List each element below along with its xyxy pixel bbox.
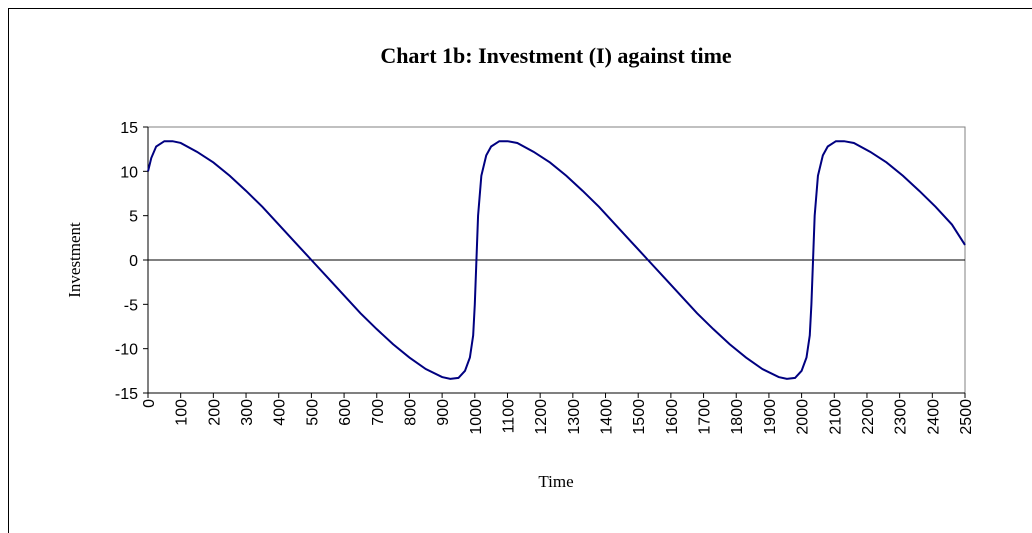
x-tick-label: 800 <box>402 399 419 426</box>
y-axis-label: Investment <box>65 222 84 298</box>
x-tick-label: 1700 <box>697 399 714 435</box>
x-tick-label: 700 <box>370 399 387 426</box>
x-tick-label: 2000 <box>795 399 812 435</box>
data-line <box>147 140 966 380</box>
y-tick-label: -5 <box>124 297 138 314</box>
x-tick-label: 1600 <box>664 399 681 435</box>
y-tick-label: -10 <box>115 342 138 359</box>
x-tick-label: 900 <box>435 399 452 426</box>
y-tick-label: 5 <box>129 209 138 226</box>
chart-title: Chart 1b: Investment (I) against time <box>380 43 732 68</box>
x-tick-label: 0 <box>141 399 158 408</box>
x-tick-label: 2300 <box>893 399 910 435</box>
x-tick-label: 100 <box>174 399 191 426</box>
x-tick-label: 2200 <box>860 399 877 435</box>
x-tick-label: 1200 <box>533 399 550 435</box>
x-tick-label: 1500 <box>631 399 648 435</box>
x-tick-label: 400 <box>272 399 289 426</box>
x-tick-label: 500 <box>304 399 321 426</box>
x-tick-label: 1300 <box>566 399 583 435</box>
x-tick-label: 1900 <box>762 399 779 435</box>
x-tick-label: 1400 <box>599 399 616 435</box>
x-tick-label: 2100 <box>827 399 844 435</box>
x-tick-label: 200 <box>206 399 223 426</box>
x-tick-label: 1000 <box>468 399 485 435</box>
y-tick-label: -15 <box>115 386 138 403</box>
x-tick-label: 300 <box>239 399 256 426</box>
y-tick-label: 0 <box>129 253 138 270</box>
x-tick-label: 1800 <box>729 399 746 435</box>
x-tick-label: 600 <box>337 399 354 426</box>
y-tick-label: 10 <box>120 164 138 181</box>
x-tick-label: 1100 <box>500 399 517 434</box>
x-tick-label: 2500 <box>958 399 975 435</box>
y-tick-label: 15 <box>120 120 138 137</box>
x-axis-label: Time <box>538 472 573 491</box>
x-tick-label: 2400 <box>925 399 942 435</box>
